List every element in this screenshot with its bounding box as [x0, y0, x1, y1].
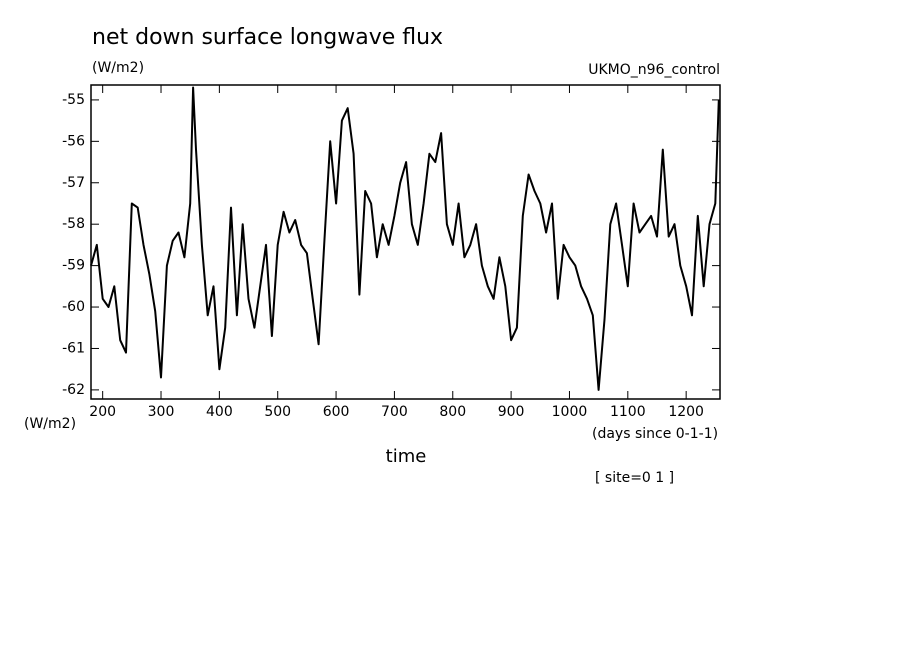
x-units: (days since 0-1-1) [592, 426, 718, 442]
source-label: UKMO_n96_control [588, 62, 720, 78]
y-tick-label: -59 [62, 258, 85, 274]
y-tick-label: -58 [62, 216, 85, 232]
y-tick-label: -57 [62, 175, 85, 191]
x-tick-label: 600 [323, 404, 350, 420]
y-axis-label: (W/m2) [24, 416, 76, 432]
x-tick-label: 800 [439, 404, 466, 420]
plot-frame [90, 84, 721, 400]
x-tick-label: 500 [264, 404, 291, 420]
x-tick-label: 900 [498, 404, 525, 420]
data-line [90, 86, 720, 391]
y-tick-label: -55 [62, 92, 85, 108]
y-tick-label: -62 [62, 382, 85, 398]
x-tick-label: 300 [148, 404, 175, 420]
site-label: [ site=0 1 ] [595, 470, 674, 486]
x-tick-label: 200 [89, 404, 116, 420]
y-tick-label: -56 [62, 133, 85, 149]
y-tick-label: -60 [62, 299, 85, 315]
x-tick-label: 700 [381, 404, 408, 420]
x-tick-label: 1000 [552, 404, 588, 420]
x-tick-label: 1200 [668, 404, 704, 420]
y-units: (W/m2) [92, 60, 144, 76]
x-axis-label: time [386, 446, 427, 467]
y-tick-label: -61 [62, 340, 85, 356]
chart-title: net down surface longwave flux [92, 25, 443, 50]
x-tick-label: 400 [206, 404, 233, 420]
x-tick-label: 1100 [610, 404, 646, 420]
